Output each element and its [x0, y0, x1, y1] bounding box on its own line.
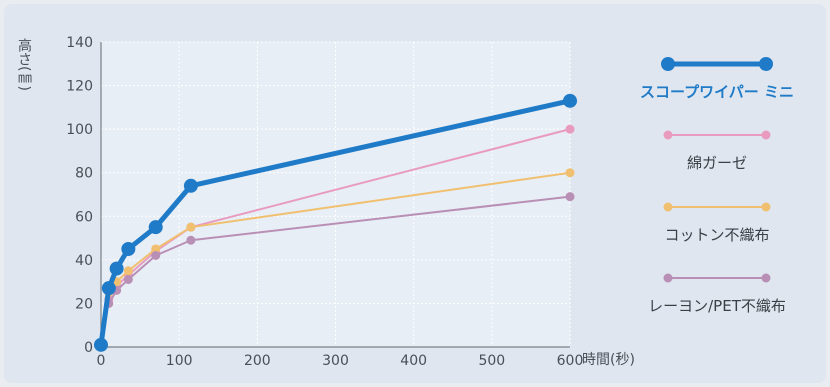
axes — [100, 42, 570, 348]
y-tick-label: 80 — [75, 166, 93, 182]
legend-item: レーヨン/PET不織布 — [648, 273, 786, 315]
legend-marker — [761, 273, 771, 283]
y-tick-labels: 0 20 40 60 80 100 120 140 — [66, 35, 93, 356]
data-point — [123, 274, 133, 284]
legend-item: スコープワイパー ミニ — [640, 57, 794, 101]
legend-item: コットン不織布 — [663, 202, 771, 244]
legend-marker — [663, 273, 673, 283]
legend-marker — [661, 57, 675, 71]
x-tick-labels: 0 100 200 300 400 500 600 — [97, 353, 584, 369]
data-point — [94, 337, 108, 352]
x-tick-label: 500 — [478, 353, 505, 369]
data-point — [101, 281, 116, 296]
legend-label: コットン不織布 — [664, 226, 769, 244]
legend-marker — [663, 202, 673, 212]
chart-frame: 0 20 40 60 80 100 120 140 0 100 200 300 400 500 600 高… — [4, 4, 826, 383]
data-point — [109, 261, 124, 276]
y-tick-label: 0 — [84, 340, 93, 356]
y-tick-label: 40 — [75, 253, 93, 269]
data-point — [565, 192, 575, 202]
data-point — [151, 244, 161, 254]
data-point — [563, 93, 577, 108]
data-point — [186, 222, 196, 232]
data-point — [151, 251, 161, 260]
legend-item: 綿ガーゼ — [663, 130, 771, 172]
data-point — [148, 220, 163, 235]
x-tick-label: 300 — [322, 353, 349, 369]
legend-marker — [759, 57, 773, 71]
series-lines — [94, 93, 577, 352]
legend-label: レーヨン/PET不織布 — [648, 297, 786, 315]
line-chart: 0 20 40 60 80 100 120 140 0 100 200 300 400 500 600 高… — [16, 35, 794, 369]
data-point — [121, 241, 136, 256]
x-tick-label: 600 — [557, 353, 584, 369]
x-tick-label: 400 — [400, 353, 427, 369]
y-axis-label: 高さ(㎜) — [16, 37, 32, 91]
data-point — [565, 168, 575, 178]
legend-marker — [761, 130, 771, 140]
legend-marker — [663, 130, 673, 140]
y-tick-label: 20 — [75, 296, 93, 312]
series-0 — [94, 93, 577, 352]
y-tick-label: 140 — [66, 35, 93, 51]
data-point — [183, 178, 198, 193]
data-point — [565, 124, 575, 134]
data-point — [123, 266, 133, 276]
legend-label: スコープワイパー ミニ — [640, 83, 794, 101]
legend-marker — [761, 202, 771, 212]
data-point — [186, 235, 196, 245]
y-tick-label: 60 — [75, 209, 93, 225]
x-axis-label: 時間(秒) — [582, 352, 635, 368]
y-tick-label: 100 — [66, 122, 93, 138]
y-tick-label: 120 — [66, 79, 93, 95]
x-tick-label: 0 — [97, 353, 106, 369]
x-tick-label: 100 — [166, 353, 193, 369]
legend-label: 綿ガーゼ — [687, 154, 747, 172]
x-tick-label: 200 — [244, 353, 271, 369]
